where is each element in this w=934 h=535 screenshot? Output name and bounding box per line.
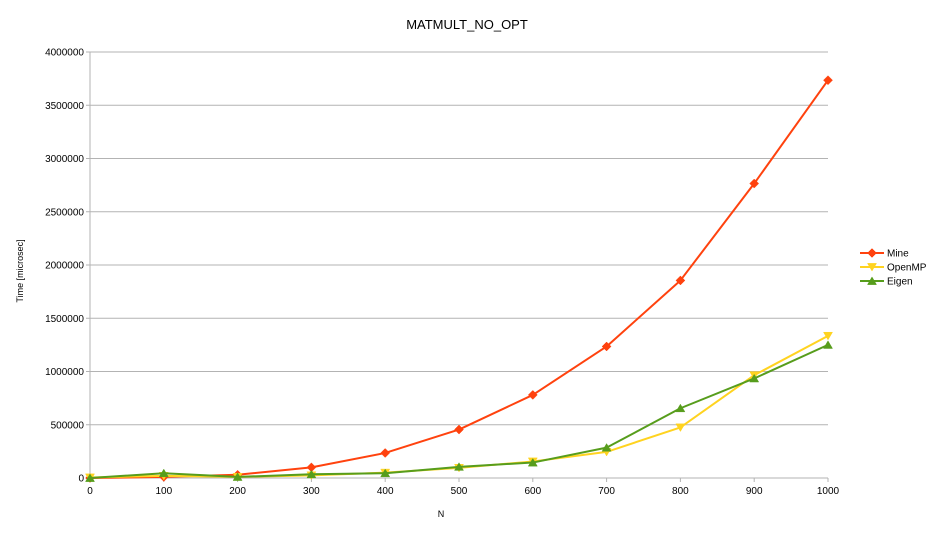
- data-point-mine: [823, 75, 833, 86]
- data-point-eigen: [675, 403, 686, 413]
- data-point-eigen: [749, 373, 760, 383]
- data-point-eigen: [380, 468, 391, 478]
- x-tick-label: 800: [672, 486, 689, 497]
- legend-item-eigen: Eigen: [860, 276, 913, 288]
- data-point-openmp: [823, 331, 833, 341]
- data-point-mine: [601, 341, 612, 352]
- legend-marker-eigen: [867, 276, 877, 285]
- x-tick-label: 400: [377, 486, 394, 497]
- y-tick-label: 3500000: [45, 101, 84, 112]
- y-tick-label: 2500000: [45, 207, 84, 218]
- legend-label-openmp: OpenMP: [887, 263, 927, 274]
- legend-label-eigen: Eigen: [887, 277, 913, 288]
- x-tick-label: 1000: [817, 486, 840, 497]
- x-tick-label: 600: [524, 486, 541, 497]
- y-tick-label: 2000000: [45, 261, 84, 272]
- data-point-eigen: [85, 473, 95, 482]
- data-point-eigen: [454, 462, 464, 471]
- y-tick-label: 0: [78, 474, 84, 485]
- series-eigen: [85, 340, 833, 482]
- x-tick-label: 300: [303, 486, 320, 497]
- data-point-mine: [454, 424, 464, 435]
- y-tick-labels: 0 500000 1000000 1500000 2000000 2500000 30000…: [45, 48, 84, 485]
- x-tick-label: 200: [229, 486, 246, 497]
- x-axis-title: N: [438, 509, 445, 519]
- grid-lines: [90, 51, 828, 426]
- series-line-mine: [89, 79, 829, 479]
- legend-item-mine: Mine: [860, 248, 909, 260]
- data-point-eigen: [527, 458, 538, 467]
- y-tick-label: 1500000: [45, 314, 84, 325]
- axes: [86, 51, 829, 482]
- y-tick-label: 500000: [51, 420, 85, 431]
- y-axis-title: Time [microsec]: [15, 239, 25, 302]
- data-point-mine: [527, 390, 538, 400]
- data-point-eigen: [601, 443, 612, 452]
- series-line-eigen: [89, 343, 829, 479]
- data-point-eigen: [823, 340, 833, 349]
- data-point-eigen: [158, 468, 169, 478]
- legend: Mine OpenMP Eigen: [860, 248, 927, 288]
- x-tick-labels: 0 100 200 300 400 500 600 700 800 900 1000: [87, 486, 839, 497]
- data-point-mine: [749, 178, 760, 189]
- legend-marker-openmp: [867, 263, 877, 272]
- x-tick-label: 0: [87, 486, 93, 497]
- y-tick-label: 1000000: [45, 367, 84, 378]
- data-point-eigen: [306, 469, 317, 479]
- y-tick-label: 4000000: [45, 48, 84, 59]
- data-point-eigen: [232, 472, 243, 481]
- data-point-mine: [675, 275, 686, 286]
- data-point-openmp: [675, 423, 686, 432]
- x-tick-label: 700: [598, 486, 615, 497]
- legend-item-openmp: OpenMP: [860, 263, 927, 274]
- series-line-openmp: [89, 334, 829, 479]
- legend-label-mine: Mine: [887, 249, 909, 260]
- legend-marker-mine: [867, 248, 877, 258]
- chart-title: MATMULT_NO_OPT: [406, 17, 528, 32]
- y-tick-label: 3000000: [45, 154, 84, 165]
- series-lines: [85, 75, 833, 483]
- data-point-mine: [380, 448, 391, 458]
- x-tick-label: 500: [451, 486, 468, 497]
- series-mine: [85, 75, 833, 483]
- x-tick-label: 900: [746, 486, 763, 497]
- series-openmp: [85, 331, 833, 483]
- x-tick-label: 100: [155, 486, 172, 497]
